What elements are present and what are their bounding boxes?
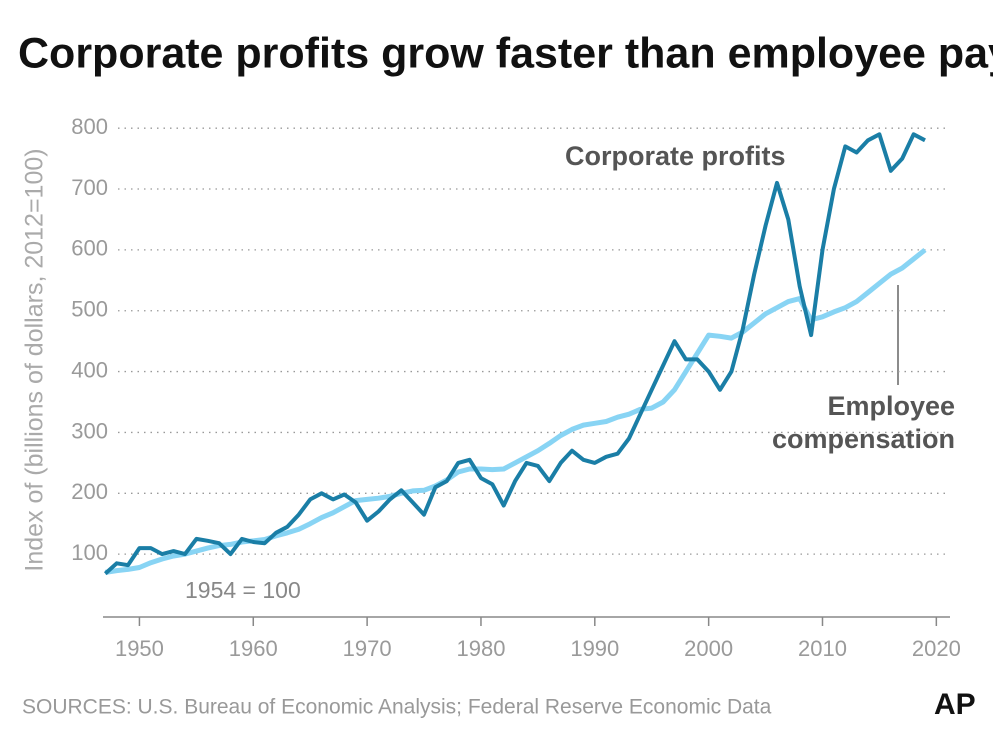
chart-title: Corporate profits grow faster than emplo… [18,29,993,77]
x-tick-label: 2000 [684,636,733,661]
y-tick-label: 600 [71,236,108,261]
source: SOURCES: U.S. Bureau of Economic Analysi… [22,696,772,719]
y-tick-label: 500 [71,297,108,322]
x-tick-label: 2020 [912,636,961,661]
x-tick-label: 1990 [570,636,619,661]
series-line [103,132,926,576]
x-tick-label: 1980 [456,636,505,661]
series-label: Employee compensation [771,391,955,454]
y-tick-label: 200 [71,479,108,504]
y-tick-label: 300 [71,418,108,443]
annotation: 1954 = 100 [185,577,301,603]
y-tick-label: 400 [71,357,108,382]
x-tick-label: 1970 [343,636,392,661]
y-tick-label: 700 [71,175,108,200]
y-tick-label: 800 [71,114,108,139]
x-tick-label: 1960 [229,636,278,661]
x-tick-label: 1950 [115,636,164,661]
x-tick-label: 2010 [798,636,847,661]
series-label: Corporate profits [565,141,786,171]
y-axis-title: Index of (billions of dollars, 2012=100) [21,148,49,571]
logo: AP [934,688,976,721]
y-tick-label: 100 [71,540,108,565]
